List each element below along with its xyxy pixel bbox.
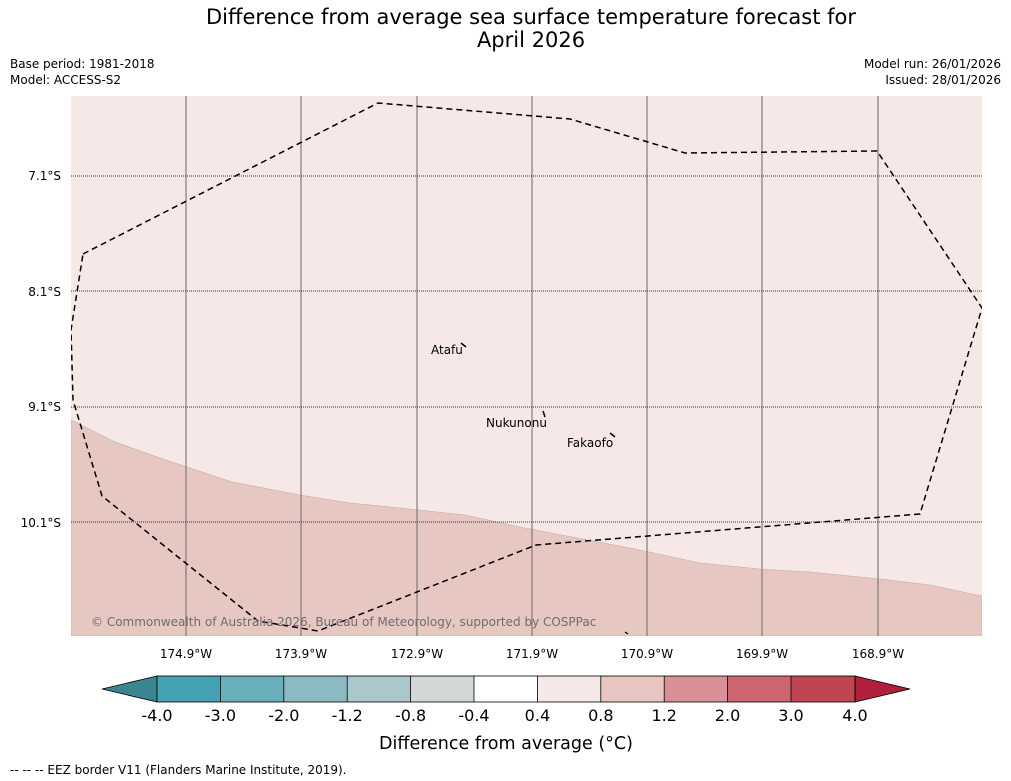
chart-title: Difference from average sea surface temp… [0,6,1011,52]
model-run: Model run: 26/01/2026 [863,57,1001,71]
longitude-label: 172.9°W [391,647,443,661]
title-line-2: April 2026 [476,28,586,52]
meta-right: Model run: 26/01/2026 Issued: 28/01/2026 [864,56,1001,88]
colorbar-segment [537,676,601,702]
fakaofo-island [609,432,616,438]
latitude-label: 10.1°S [21,516,61,530]
colorbar-extend-low [101,675,158,703]
eez-border [71,102,982,632]
anomaly-zone-lower [71,419,982,636]
colorbar-tick-label: -1.2 [332,706,363,725]
colorbar: -4.0 -3.0 -2.0 -1.2 -0.8 -0.4 0.4 0.8 1.… [101,675,911,754]
colorbar-tick-label: 0.8 [588,706,613,725]
base-period: Base period: 1981-2018 [10,57,155,71]
colorbar-tick-label: 1.2 [651,706,676,725]
colorbar-tick-label: -0.8 [395,706,426,725]
small-island-south [624,631,629,635]
colorbar-tick-label: -2.0 [268,706,299,725]
place-label-fakaofo: Fakaofo [567,436,613,450]
issued-date: Issued: 28/01/2026 [885,73,1001,87]
colorbar-segment [474,676,538,702]
colorbar-tick-label: -0.4 [458,706,489,725]
model-name: Model: ACCESS-S2 [10,73,122,87]
colorbar-frame [156,675,856,703]
colorbar-extend-high [854,675,911,703]
longitude-label: 169.9°W [736,647,788,661]
colorbar-segment [727,676,791,702]
colorbar-tick-label: 3.0 [778,706,803,725]
colorbar-tick-label: -3.0 [205,706,236,725]
colorbar-segment [157,676,221,702]
longitude-label: 168.9°W [852,647,904,661]
longitude-label: 173.9°W [275,647,327,661]
longitude-label: 171.9°W [506,647,558,661]
colorbar-segment [664,676,728,702]
colorbar-segment [220,676,284,702]
title-line-1: Difference from average sea surface temp… [206,5,856,29]
atafu-island [460,342,467,348]
longitude-label: 170.9°W [621,647,673,661]
latitude-label: 8.1°S [28,285,61,299]
longitude-label: 174.9°W [160,647,212,661]
eez-legend: -- -- -- EEZ border V11 (Flanders Marine… [10,763,347,777]
colorbar-segment [410,676,474,702]
latitude-label: 7.1°S [28,169,61,183]
colorbar-tick-label: 2.0 [715,706,740,725]
colorbar-tick-label: 4.0 [842,706,867,725]
colorbar-tick-label: 0.4 [525,706,550,725]
map-panel: Atafu Nukunonu Fakaofo © Commonwealth of… [71,96,982,636]
place-label-nukunonu: Nukunonu [486,416,547,430]
copyright-notice: © Commonwealth of Australia 2026, Bureau… [91,615,596,629]
colorbar-segment [347,676,411,702]
colorbar-segment [791,676,855,702]
colorbar-segment [283,676,348,702]
colorbar-segment [600,676,665,702]
meta-left: Base period: 1981-2018 Model: ACCESS-S2 [10,56,155,88]
colorbar-title: Difference from average (°C) [379,734,633,754]
latitude-label: 9.1°S [28,400,61,414]
nukunonu-island [542,410,546,418]
place-label-atafu: Atafu [431,343,463,357]
colorbar-tick-label: -4.0 [141,706,172,725]
